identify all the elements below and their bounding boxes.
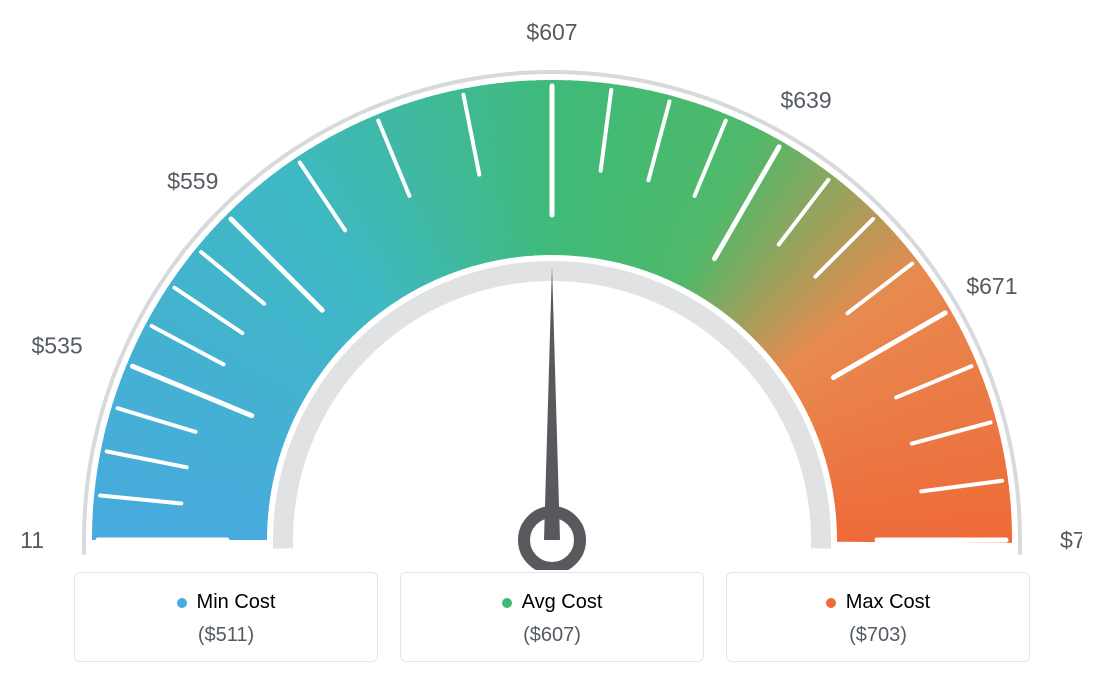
gauge-tick-label: $535 bbox=[31, 333, 82, 359]
gauge-tick-label: $639 bbox=[780, 87, 831, 113]
legend-dot-min bbox=[177, 598, 187, 608]
legend-title-max: Max Cost bbox=[846, 591, 930, 614]
legend-card-min: Min Cost ($511) bbox=[74, 572, 378, 662]
gauge-tick-label: $511 bbox=[22, 527, 44, 553]
legend-value-min: ($511) bbox=[85, 624, 367, 647]
gauge-tick-label: $607 bbox=[526, 19, 577, 45]
gauge-needle bbox=[544, 265, 560, 540]
gauge-tick-label: $559 bbox=[167, 168, 218, 194]
gauge-tick-label: $671 bbox=[966, 273, 1017, 299]
legend-dot-avg bbox=[502, 598, 512, 608]
legend-card-max: Max Cost ($703) bbox=[726, 572, 1030, 662]
legend-value-avg: ($607) bbox=[411, 624, 693, 647]
legend-dot-max bbox=[826, 598, 836, 608]
legend-title-min: Min Cost bbox=[197, 591, 276, 614]
gauge-tick-label: $703 bbox=[1060, 527, 1082, 553]
legend-row: Min Cost ($511) Avg Cost ($607) Max Cost… bbox=[0, 572, 1104, 662]
legend-card-avg: Avg Cost ($607) bbox=[400, 572, 704, 662]
legend-value-max: ($703) bbox=[737, 624, 1019, 647]
legend-title-avg: Avg Cost bbox=[522, 591, 603, 614]
cost-gauge: $511 $535 $559 $607 $639 $671 $703 bbox=[22, 10, 1082, 570]
